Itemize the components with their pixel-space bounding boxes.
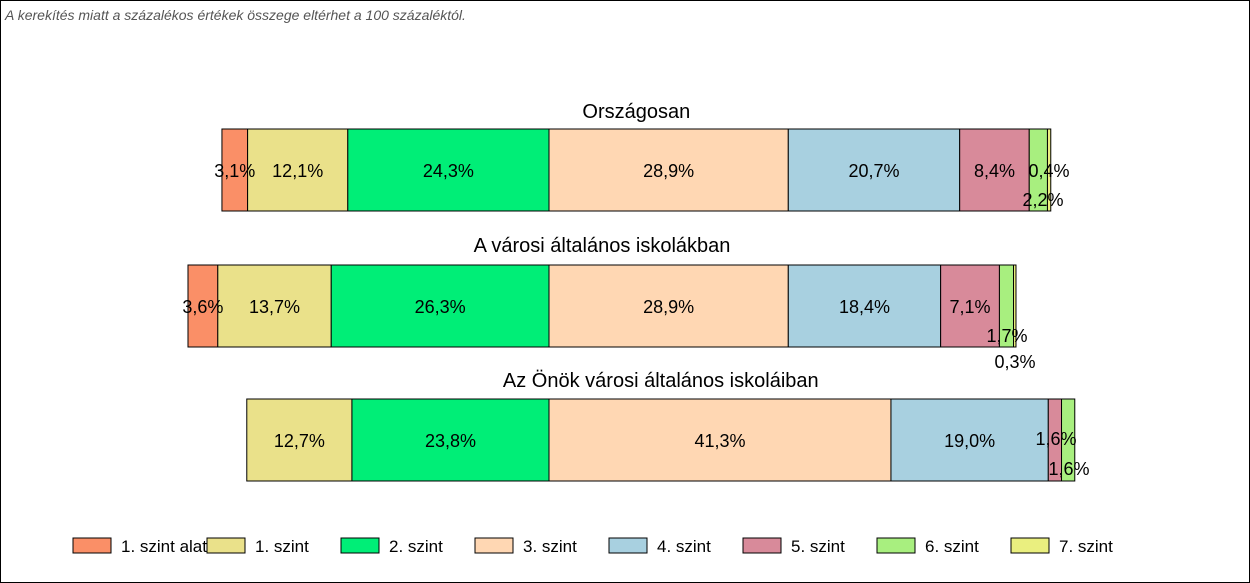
legend-swatch xyxy=(1010,537,1050,554)
segment-label: 0,4% xyxy=(1028,161,1069,181)
legend-swatch xyxy=(742,537,782,554)
legend-label: 6. szint xyxy=(925,537,979,556)
segment-label: 41,3% xyxy=(694,431,745,451)
group-title: A városi általános iskolákban xyxy=(474,235,731,257)
bar-segment xyxy=(1046,128,1052,212)
bar-segment xyxy=(187,264,219,348)
bar-segment xyxy=(548,128,789,212)
segment-label: 18,4% xyxy=(839,297,890,317)
segment-label: 20,7% xyxy=(848,161,899,181)
segment-label: 1,6% xyxy=(1035,429,1076,449)
segment-label: 13,7% xyxy=(249,297,300,317)
bar-segment xyxy=(787,264,942,348)
group-title: Országosan xyxy=(582,101,690,123)
legend-swatch xyxy=(340,537,380,554)
segment-label: 28,9% xyxy=(643,297,694,317)
segment-label: 0,3% xyxy=(994,352,1035,372)
segment-label: 3,1% xyxy=(214,161,255,181)
legend-label: 3. szint xyxy=(523,537,577,556)
bar-segment xyxy=(247,128,349,212)
bar-segment xyxy=(330,264,550,348)
legend-label: 2. szint xyxy=(389,537,443,556)
segment-label: 23,8% xyxy=(425,431,476,451)
legend-swatch xyxy=(608,537,648,554)
bar-segment xyxy=(1013,264,1017,348)
segment-label: 7,1% xyxy=(950,297,991,317)
segment-label: 12,1% xyxy=(272,161,323,181)
bar-segment xyxy=(548,264,789,348)
segment-label: 24,3% xyxy=(423,161,474,181)
bar-segment xyxy=(217,264,332,348)
bar-segment xyxy=(787,128,961,212)
legend-swatch xyxy=(474,537,514,554)
bar-segment xyxy=(1061,398,1076,482)
group-title: Az Önök városi általános iskoláiban xyxy=(503,370,819,392)
legend-label: 5. szint xyxy=(791,537,845,556)
legend-swatch xyxy=(72,537,112,554)
bar-segment xyxy=(548,398,892,482)
legend-swatch xyxy=(206,537,246,554)
segment-label: 28,9% xyxy=(643,161,694,181)
segment-label: 26,3% xyxy=(415,297,466,317)
segment-label: 8,4% xyxy=(974,161,1015,181)
segment-label: 1,6% xyxy=(1048,459,1089,479)
bar-segment xyxy=(351,398,550,482)
legend-swatch xyxy=(876,537,916,554)
bar-segment xyxy=(890,398,1049,482)
bar-segment xyxy=(246,398,353,482)
legend-label: 4. szint xyxy=(657,537,711,556)
legend-label: 7. szint xyxy=(1059,537,1113,556)
segment-label: 1,7% xyxy=(986,326,1027,346)
segment-label: 12,7% xyxy=(274,431,325,451)
segment-label: 19,0% xyxy=(944,431,995,451)
rounding-note: A kerekítés miatt a százalékos értékek ö… xyxy=(5,7,466,23)
segment-label: 2,2% xyxy=(1022,190,1063,210)
segment-label: 3,6% xyxy=(182,297,223,317)
bar-segment xyxy=(959,128,1030,212)
legend-label: 1. szint xyxy=(255,537,309,556)
bar-segment xyxy=(940,264,1000,348)
legend-label: 1. szint alatti xyxy=(121,537,216,556)
